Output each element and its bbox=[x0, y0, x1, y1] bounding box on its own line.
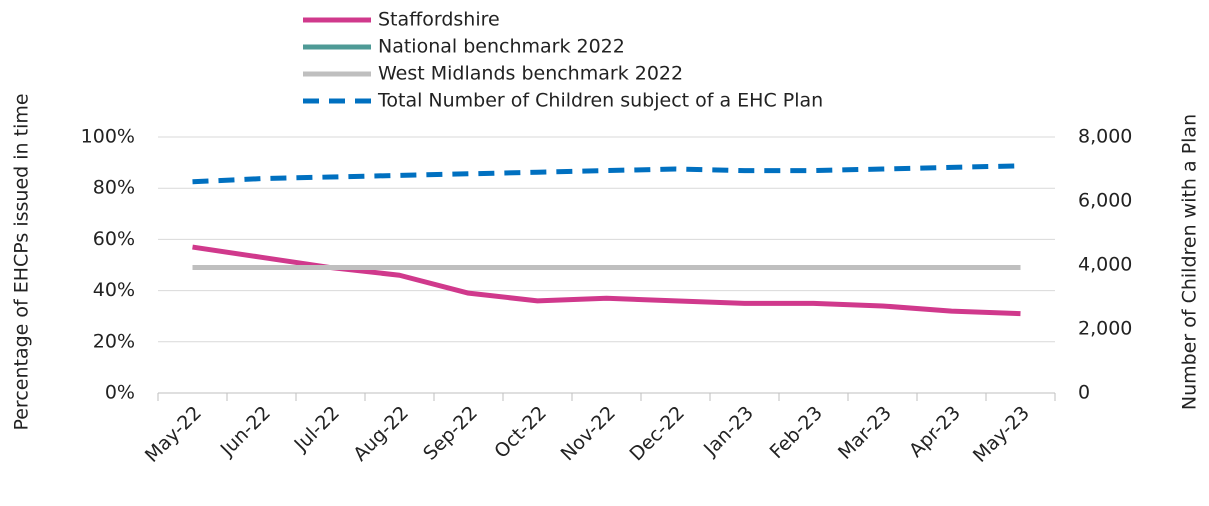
x-tick-label: Jun-22 bbox=[216, 402, 275, 461]
legend-label: National benchmark 2022 bbox=[378, 36, 625, 58]
x-tick-label: Mar-23 bbox=[834, 402, 896, 464]
y-tick-label: 80% bbox=[93, 177, 135, 199]
y2-tick-label: 0 bbox=[1078, 382, 1090, 404]
y-tick-label: 0% bbox=[105, 382, 135, 404]
x-tick-label: Oct-22 bbox=[490, 402, 551, 463]
y-tick-label: 40% bbox=[93, 279, 135, 301]
x-tick-label: Sep-22 bbox=[419, 402, 482, 465]
x-tick-label: Feb-23 bbox=[766, 402, 827, 463]
series-line bbox=[192, 163, 1021, 185]
x-tick-label: Dec-22 bbox=[625, 402, 689, 466]
y-axis-label: Percentage of EHCPs issued in time bbox=[11, 93, 33, 430]
x-tick-label: Jul-22 bbox=[289, 402, 343, 456]
legend-label: Total Number of Children subject of a EH… bbox=[377, 90, 823, 112]
series-line bbox=[192, 244, 1021, 317]
y-tick-label: 100% bbox=[81, 126, 135, 148]
y2-tick-label: 4,000 bbox=[1078, 254, 1132, 276]
x-tick-label: May-22 bbox=[141, 402, 206, 467]
x-tick-label: Apr-23 bbox=[905, 402, 965, 462]
x-tick-label: May-23 bbox=[969, 402, 1034, 467]
y2-axis-label: Number of Children with a Plan bbox=[1179, 114, 1201, 410]
legend-label: West Midlands benchmark 2022 bbox=[378, 63, 683, 85]
y2-tick-label: 2,000 bbox=[1078, 318, 1132, 340]
legend-label: Staffordshire bbox=[378, 9, 500, 31]
y-tick-label: 20% bbox=[93, 330, 135, 352]
x-tick-label: Jan-23 bbox=[699, 402, 758, 461]
x-tick-label: Nov-22 bbox=[557, 402, 620, 465]
x-tick-label: Aug-22 bbox=[349, 402, 413, 466]
y2-tick-label: 8,000 bbox=[1078, 126, 1132, 148]
y2-tick-label: 6,000 bbox=[1078, 190, 1132, 212]
y-tick-label: 60% bbox=[93, 228, 135, 250]
